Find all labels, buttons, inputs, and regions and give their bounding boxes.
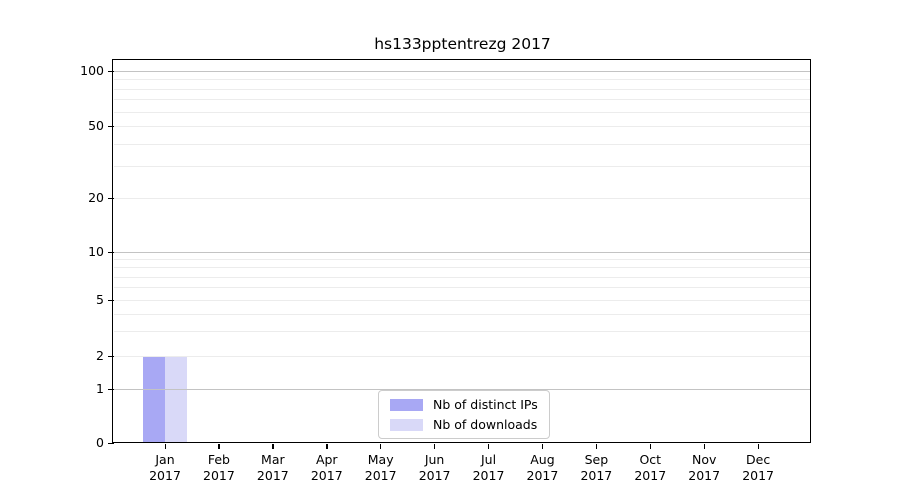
y-tick-label: 100 [80, 63, 104, 78]
x-tick-label-year: 2017 [418, 467, 451, 483]
x-tick [703, 444, 705, 449]
legend-label-distinct-ips: Nb of distinct IPs [433, 397, 538, 412]
minor-gridline [114, 88, 811, 90]
y-tick-label: 50 [88, 118, 104, 133]
chart-title: hs133pptentrezg 2017 [374, 35, 551, 53]
minor-gridline [114, 356, 811, 357]
legend-row-downloads: Nb of downloads [390, 417, 538, 432]
minor-gridline [114, 287, 811, 289]
x-tick-label-year: 2017 [580, 467, 613, 483]
legend-swatch-distinct-ips [390, 398, 423, 411]
y-tick-label: 0 [96, 435, 104, 450]
x-tick-label-year: 2017 [364, 467, 397, 483]
x-tick-label-year: 2017 [688, 467, 721, 483]
x-tick [164, 444, 166, 449]
x-tick-label: Dec 2017 [726, 452, 790, 483]
x-tick [272, 444, 274, 449]
y-tick [108, 299, 114, 301]
minor-gridline [114, 331, 811, 333]
y-tick-label: 2 [96, 348, 104, 363]
x-tick-label: Jun 2017 [403, 452, 467, 483]
x-tick-label: Jan 2017 [133, 452, 197, 483]
y-tick [108, 442, 114, 444]
minor-gridline [114, 198, 811, 199]
x-tick-label-year: 2017 [472, 467, 505, 483]
major-gridline [114, 389, 811, 390]
y-tick [108, 197, 114, 199]
legend-label-downloads: Nb of downloads [433, 417, 538, 432]
y-tick [108, 125, 114, 127]
x-tick-label: Jul 2017 [457, 452, 521, 483]
minor-gridline [114, 126, 811, 127]
x-tick-label-year: 2017 [203, 467, 235, 483]
x-tick-label: Aug 2017 [510, 452, 574, 483]
x-tick-label-month: May [367, 452, 394, 467]
x-tick-label-month: Mar [261, 452, 285, 467]
x-tick [218, 444, 220, 449]
x-tick-label-month: Feb [207, 452, 230, 467]
x-tick [649, 444, 652, 449]
x-tick-label-month: Jun [424, 452, 445, 467]
x-tick-label-year: 2017 [310, 467, 343, 483]
y-tick-label: 20 [88, 190, 104, 205]
minor-gridline [114, 276, 811, 278]
bar-distinct-ips [143, 356, 165, 443]
x-tick-label-month: Nov [691, 452, 717, 467]
y-tick [108, 70, 114, 72]
minor-gridline [114, 111, 811, 113]
minor-gridline [114, 259, 811, 261]
x-tick-label: Sep 2017 [564, 452, 628, 483]
minor-gridline [114, 300, 811, 301]
x-tick-label: May 2017 [349, 452, 413, 483]
legend: Nb of distinct IPs Nb of downloads [378, 390, 550, 439]
x-tick-label-year: 2017 [526, 467, 559, 483]
x-tick-label-year: 2017 [742, 467, 775, 483]
x-tick-label-month: Aug [530, 452, 555, 467]
x-tick [488, 444, 490, 449]
major-gridline [114, 71, 811, 72]
x-tick-label-month: Dec [746, 452, 771, 467]
x-tick-label: Mar 2017 [241, 452, 305, 483]
x-tick-label: Nov 2017 [672, 452, 736, 483]
minor-gridline [114, 313, 811, 315]
x-tick-label-year: 2017 [149, 467, 181, 483]
y-tick [108, 251, 114, 253]
bar-downloads [165, 356, 187, 443]
plot-area [114, 61, 811, 443]
x-tick [757, 444, 759, 449]
legend-swatch-downloads [390, 418, 423, 431]
x-tick-label-month: Apr [315, 452, 338, 467]
x-tick-label-year: 2017 [634, 467, 667, 483]
legend-row-distinct-ips: Nb of distinct IPs [390, 397, 538, 412]
minor-gridline [114, 166, 811, 168]
x-tick-label: Oct 2017 [618, 452, 682, 483]
minor-gridline [114, 267, 811, 269]
minor-gridline [114, 99, 811, 101]
x-tick-label: Feb 2017 [187, 452, 251, 483]
y-tick [108, 355, 114, 357]
y-tick-label: 5 [96, 292, 104, 307]
y-tick-label: 10 [88, 244, 104, 259]
x-tick-label-year: 2017 [256, 467, 289, 483]
x-tick [595, 444, 598, 449]
x-tick-label-month: Jan [155, 452, 175, 467]
y-tick-label: 1 [96, 381, 104, 396]
x-tick-label-month: Sep [584, 452, 609, 467]
minor-gridline [114, 79, 811, 81]
x-tick-label-month: Jul [480, 452, 497, 467]
minor-gridline [114, 143, 811, 145]
x-tick-label-month: Oct [639, 452, 662, 467]
x-tick [380, 444, 382, 449]
x-tick [326, 444, 328, 449]
major-gridline [114, 252, 811, 253]
x-tick [434, 444, 436, 449]
x-tick-label: Apr 2017 [295, 452, 359, 483]
x-tick [541, 444, 544, 449]
y-tick [108, 388, 114, 390]
